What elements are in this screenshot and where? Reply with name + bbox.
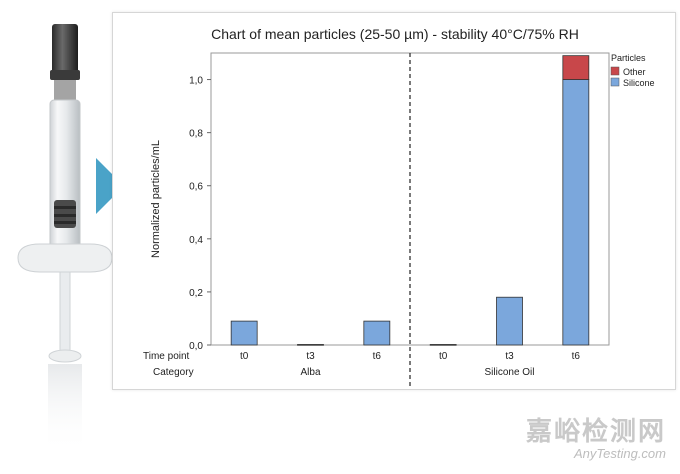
y-tick-label: 0,4 bbox=[189, 235, 203, 246]
row-label-category: Category bbox=[153, 367, 194, 378]
x-tick-label: t6 bbox=[373, 351, 382, 362]
syringe-cap bbox=[52, 24, 78, 74]
row-label-time: Time point bbox=[143, 351, 190, 362]
stacked-bar-chart: Chart of mean particles (25-50 µm) - sta… bbox=[143, 26, 655, 389]
y-axis-label: Normalized particles/mL bbox=[150, 140, 162, 258]
y-tick-label: 0,0 bbox=[189, 341, 203, 352]
watermark: 嘉峪检测网 AnyTesting.com bbox=[526, 418, 666, 462]
bar-silicone bbox=[363, 320, 391, 346]
y-tick-label: 0,8 bbox=[189, 129, 203, 140]
x-tick-label: t3 bbox=[306, 351, 315, 362]
plot-area: 0,0 0,2 0,4 0,6 0,8 1,0 Normalized particles/m… bbox=[143, 52, 655, 389]
x-tick-label: t0 bbox=[240, 351, 249, 362]
legend-label: Silicone bbox=[623, 78, 655, 88]
syringe-plunger bbox=[59, 271, 71, 353]
x-tick-label: t3 bbox=[505, 351, 514, 362]
pointer-arrow-icon bbox=[96, 158, 124, 214]
bar-silicone bbox=[297, 344, 324, 346]
x-tick-label: t6 bbox=[572, 351, 581, 362]
group-label: Alba bbox=[300, 367, 320, 378]
syringe-illustration bbox=[17, 24, 113, 454]
y-tick-label: 0,6 bbox=[189, 182, 203, 193]
x-tick-label: t0 bbox=[439, 351, 448, 362]
chart-panel: Chart of mean particles (25-50 µm) - sta… bbox=[112, 12, 676, 390]
y-tick-label: 1,0 bbox=[189, 76, 203, 87]
group-label: Silicone Oil bbox=[484, 367, 534, 378]
chart-title: Chart of mean particles (25-50 µm) - sta… bbox=[211, 26, 579, 42]
bar-silicone bbox=[496, 296, 523, 346]
legend-swatch bbox=[610, 66, 620, 76]
watermark-english: AnyTesting.com bbox=[573, 446, 666, 461]
bar-silicone bbox=[230, 320, 258, 346]
legend-swatch bbox=[610, 77, 620, 87]
bar-other bbox=[562, 55, 590, 80]
watermark-chinese: 嘉峪检测网 bbox=[525, 417, 666, 447]
bar-silicone bbox=[429, 344, 457, 346]
y-tick-label: 0,2 bbox=[189, 288, 203, 299]
legend-title: Particles bbox=[611, 53, 646, 63]
bar-silicone bbox=[562, 79, 590, 346]
syringe-flange bbox=[17, 243, 113, 273]
legend-label: Other bbox=[623, 67, 646, 77]
